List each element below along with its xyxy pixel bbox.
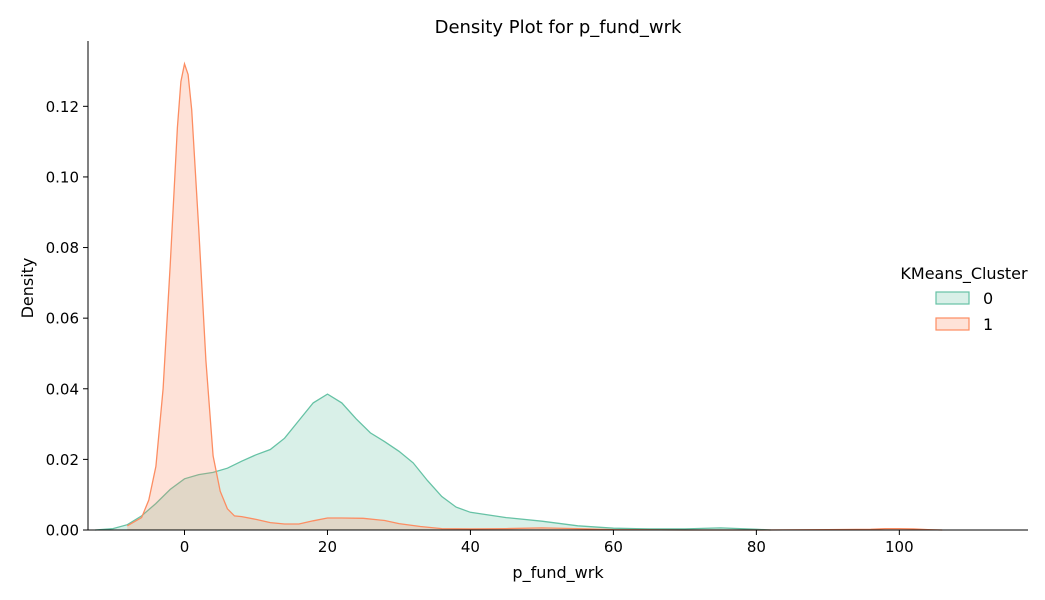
x-tick-label: 80: [747, 538, 766, 556]
series-layer: [95, 61, 943, 531]
series-1-area: [127, 63, 943, 531]
x-axis-label: p_fund_wrk: [512, 563, 604, 583]
legend-swatch-1: [935, 317, 970, 331]
x-tick-label: 40: [461, 538, 480, 556]
x-tick-label: 20: [318, 538, 337, 556]
y-tick-label: 0.08: [46, 239, 79, 257]
legend-swatch-0: [935, 291, 970, 305]
chart-title: Density Plot for p_fund_wrk: [435, 17, 682, 38]
y-axis-label: Density: [18, 258, 37, 319]
x-tick-label: 100: [885, 538, 914, 556]
legend-label-0: 0: [983, 289, 993, 308]
legend-items: 01: [935, 289, 993, 334]
legend: KMeans_Cluster 01: [900, 264, 1028, 334]
y-tick-label: 0.02: [46, 451, 79, 469]
x-tick-label: 60: [604, 538, 623, 556]
ticks-layer: 0 20 40 60 80 100 0.00 0.02 0.04 0.06 0.08 0.10 0.12: [46, 98, 914, 556]
y-tick-label: 0.12: [46, 98, 79, 116]
y-tick-label: 0.10: [46, 168, 79, 186]
axes-layer: [87, 41, 1028, 531]
y-tick-label: 0.04: [46, 380, 79, 398]
legend-title: KMeans_Cluster: [900, 264, 1028, 284]
x-tick-label: 0: [180, 538, 190, 556]
series-0-line: [95, 393, 771, 531]
legend-label-1: 1: [983, 315, 993, 334]
y-tick-label: 0.06: [46, 310, 79, 328]
y-tick-label: 0.00: [46, 522, 79, 540]
series-0-area: [95, 394, 771, 530]
